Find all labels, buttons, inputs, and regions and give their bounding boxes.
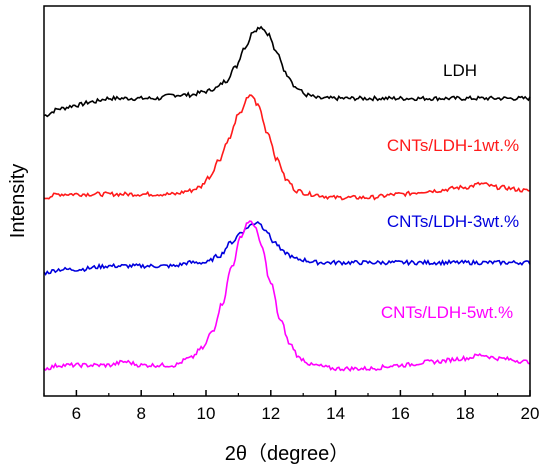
y-axis-title: Intensity [7, 164, 29, 238]
series-label-2: CNTs/LDH-1wt.% [387, 136, 519, 155]
x-tick-label-14: 14 [326, 404, 345, 423]
x-tick-label-10: 10 [197, 404, 216, 423]
series-labels: LDH CNTs/LDH-1wt.% CNTs/LDH-3wt.% CNTs/LDH-… [381, 61, 519, 322]
x-tick-label-8: 8 [136, 404, 145, 423]
x-axis-ticks: 6 8 10 12 14 16 18 20 [43, 390, 540, 423]
x-tick-label-6: 6 [72, 404, 81, 423]
x-tick-label-18: 18 [456, 404, 475, 423]
x-tick-label-16: 16 [391, 404, 410, 423]
series-line-3 [43, 221, 531, 276]
series-label-1: LDH [443, 61, 477, 80]
x-tick-label-12: 12 [261, 404, 280, 423]
series-label-4: CNTs/LDH-5wt.% [381, 303, 513, 322]
series-layer [43, 25, 531, 372]
plot-frame [43, 5, 531, 397]
series-line-4 [43, 220, 531, 372]
series-line-1 [43, 25, 531, 118]
x-tick-label-20: 20 [521, 404, 540, 423]
series-line-2 [43, 94, 531, 201]
x-axis-title: 2θ（degree） [225, 442, 350, 465]
series-label-3: CNTs/LDH-3wt.% [387, 212, 519, 231]
